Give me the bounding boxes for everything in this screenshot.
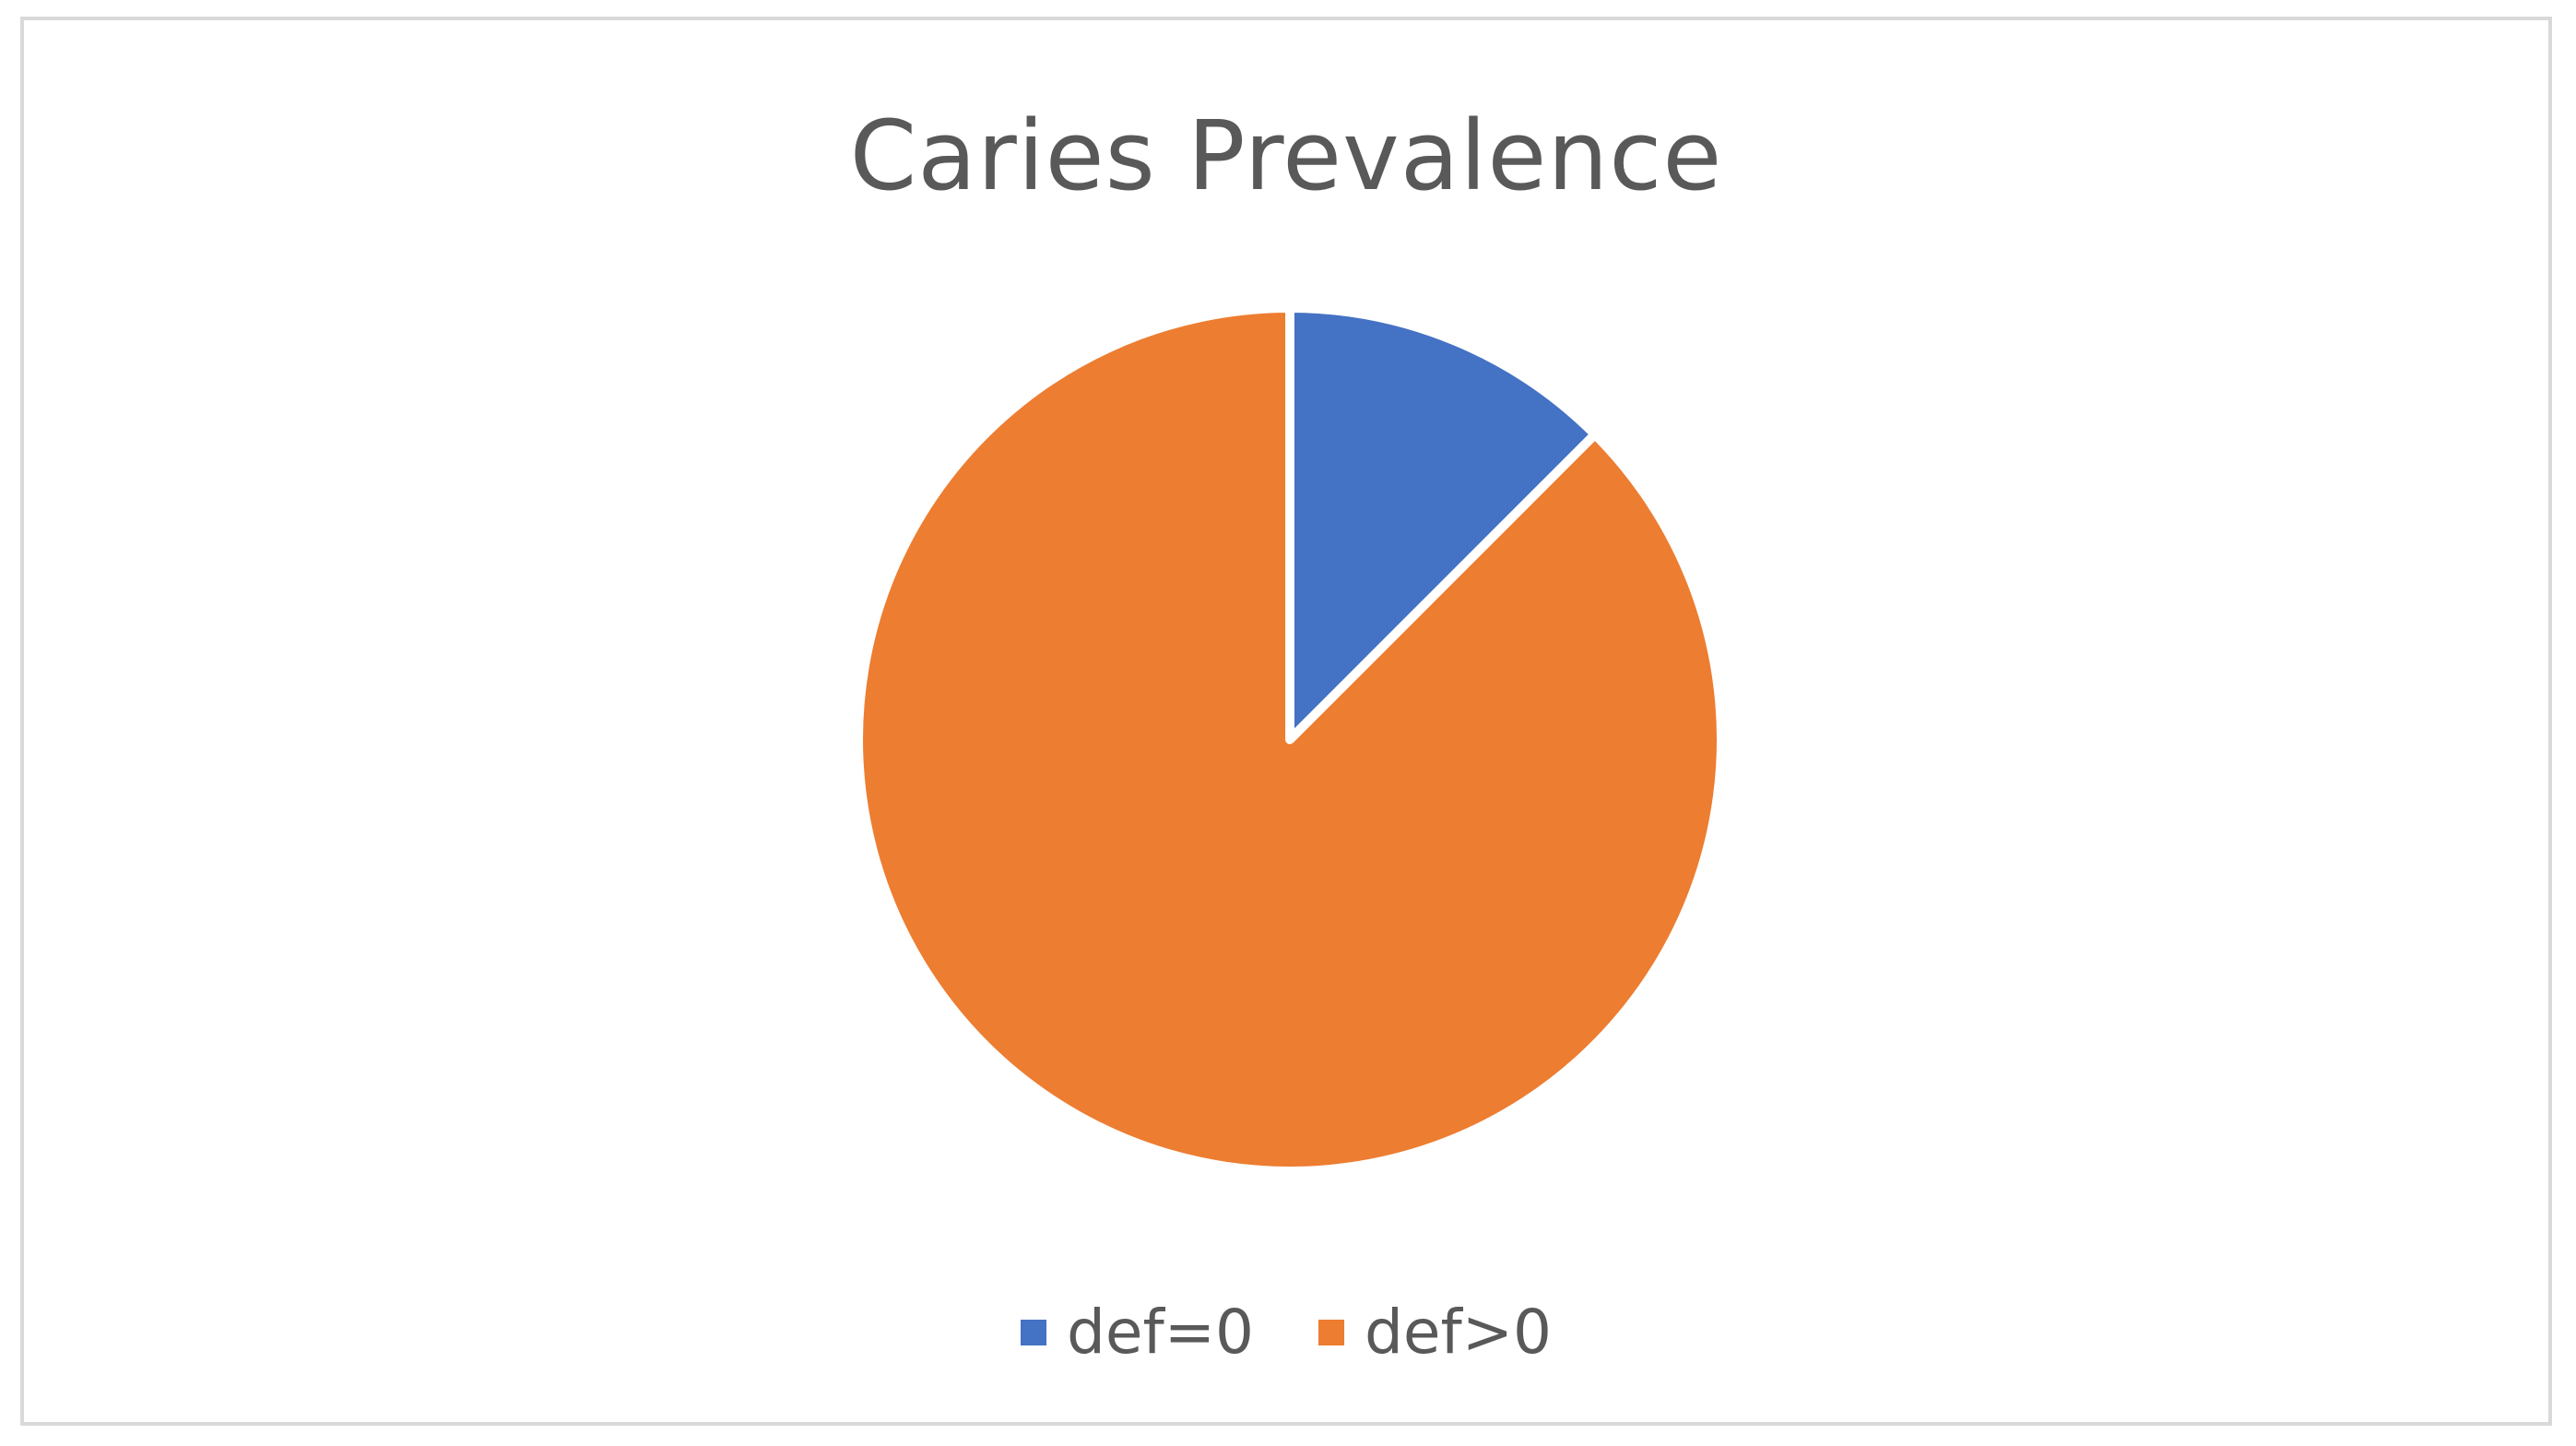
legend-item: def>0 xyxy=(1318,1302,1552,1363)
legend-swatch xyxy=(1020,1320,1046,1345)
legend-label: def>0 xyxy=(1365,1297,1553,1368)
pie-slice-def-greater-0 xyxy=(854,303,1726,1176)
legend-swatch xyxy=(1318,1320,1344,1345)
chart-title: Caries Prevalence xyxy=(849,100,1723,212)
legend-item: def=0 xyxy=(1020,1297,1254,1368)
pie-chart xyxy=(854,303,1726,1176)
legend-label: def=0 xyxy=(1066,1297,1254,1368)
legend: def=0 def>0 xyxy=(24,1302,2548,1363)
pie-slice-def-equals-0 xyxy=(1285,303,1600,744)
chart-frame: Caries Prevalence def=0 def>0 xyxy=(20,17,2552,1426)
